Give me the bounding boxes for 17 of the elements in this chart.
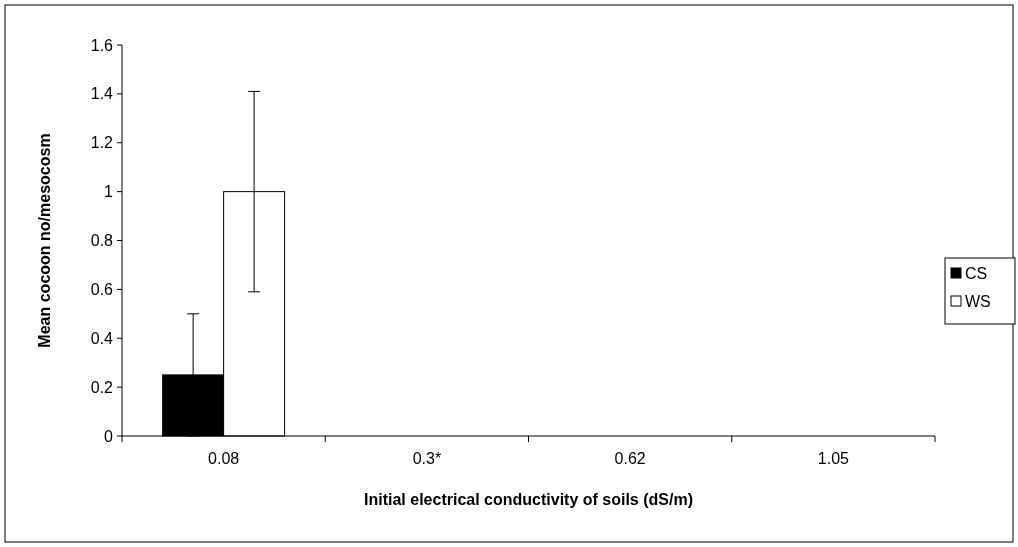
x-tick-label: 1.05 xyxy=(817,450,850,467)
y-tick-label: 1.2 xyxy=(90,134,114,152)
y-tick-label: 0.2 xyxy=(90,378,114,396)
y-tick-label: 0.8 xyxy=(90,232,114,250)
legend-label: WS xyxy=(965,292,991,310)
y-tick-label: 1.6 xyxy=(90,36,114,54)
x-tick-label: 0.62 xyxy=(614,450,646,467)
y-axis-title: Mean cocoon no/mesocosm xyxy=(36,133,53,348)
y-tick-label: 0 xyxy=(104,427,114,445)
x-tick-label: 0.3* xyxy=(412,450,442,467)
y-tick-label: 0.6 xyxy=(90,280,114,298)
x-tick-label: 0.08 xyxy=(208,450,240,467)
legend-label: CS xyxy=(965,264,988,282)
y-tick-label: 0.4 xyxy=(90,329,114,347)
y-tick-label: 1 xyxy=(104,183,114,201)
y-tick-label: 1.4 xyxy=(90,85,114,103)
x-axis-title: Initial electrical conductivity of soils (dS/m) xyxy=(364,491,693,508)
